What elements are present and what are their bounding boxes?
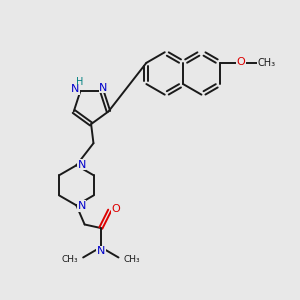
Text: N: N [77,201,86,211]
Text: H: H [76,76,83,87]
Text: CH₃: CH₃ [124,255,140,264]
Text: N: N [77,160,86,170]
Text: CH₃: CH₃ [61,255,78,264]
Text: O: O [112,204,121,214]
Text: N: N [71,84,79,94]
Text: O: O [237,57,245,67]
Text: N: N [99,82,107,92]
Text: N: N [97,246,105,256]
Text: CH₃: CH₃ [258,58,276,68]
